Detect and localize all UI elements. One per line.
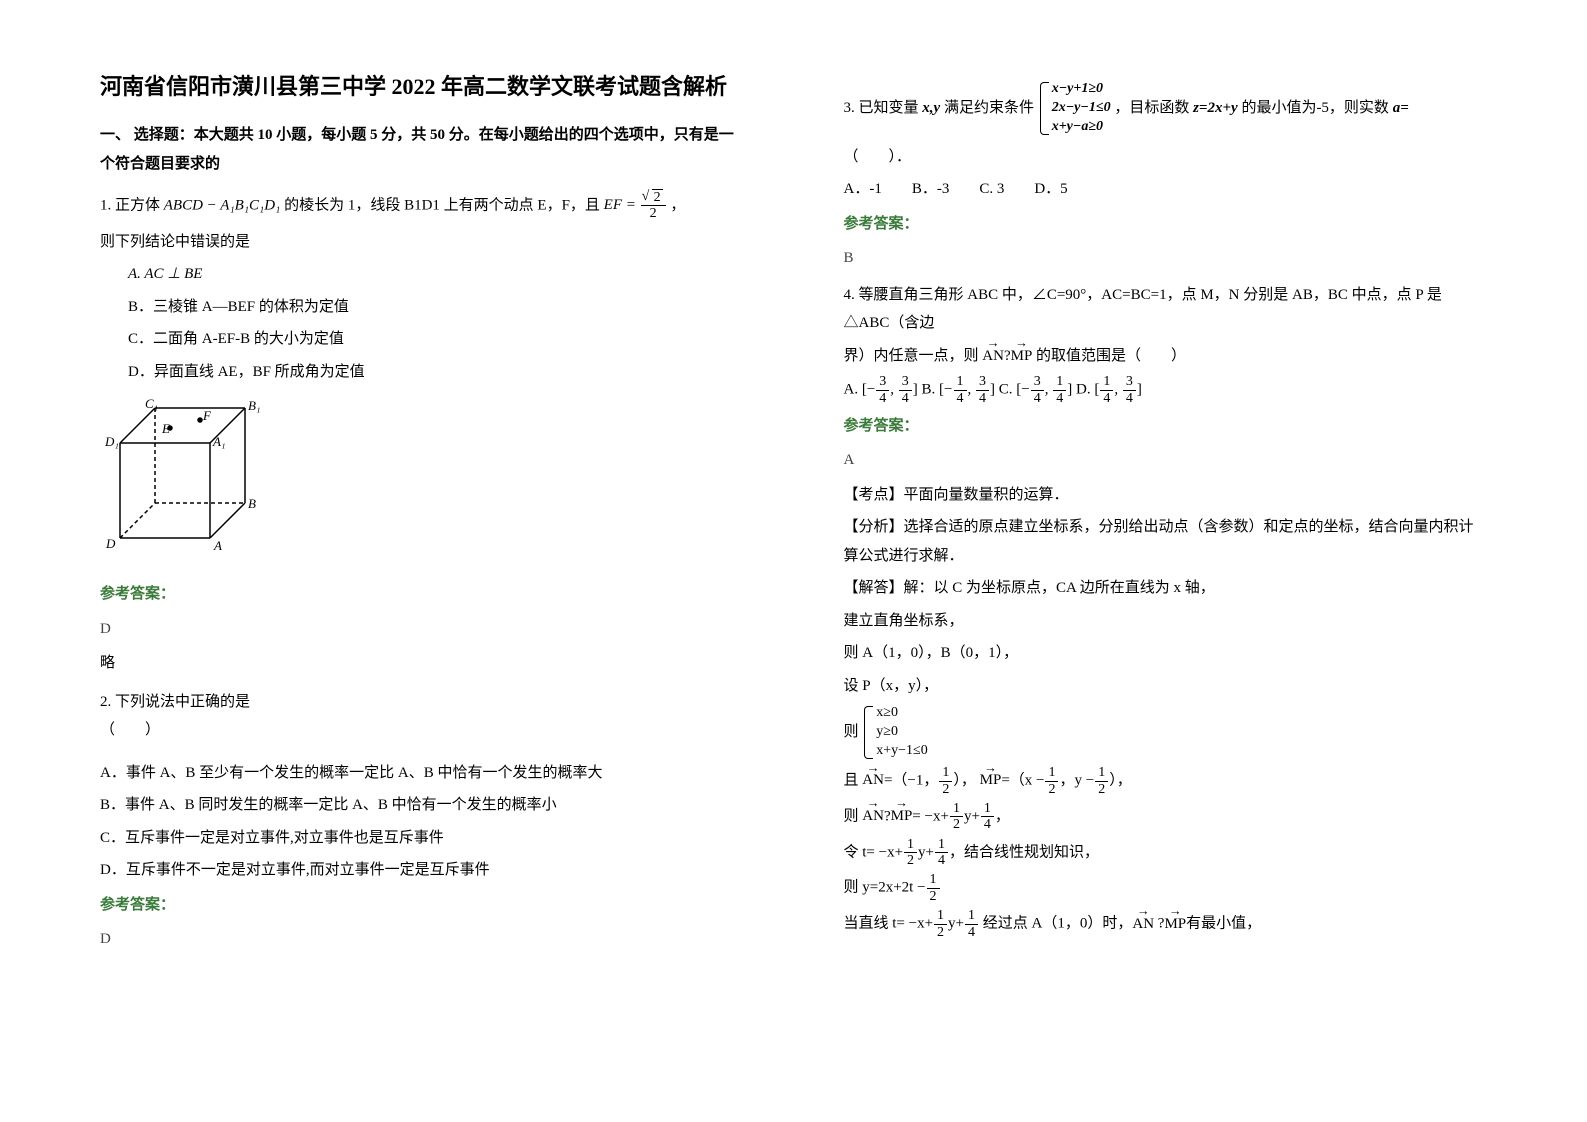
q4-vec-an: AN <box>982 342 1004 371</box>
q2-opt-c: C．互斥事件一定是对立事件,对立事件也是互斥事件 <box>100 824 744 853</box>
q1-answer-label: 参考答案： <box>100 580 744 609</box>
q3-sys-r1: x−y+1≥0 <box>1052 80 1111 99</box>
svg-text:B: B <box>248 496 256 511</box>
q4-kaodian: 【考点】平面向量数量积的运算． <box>844 481 1488 510</box>
q4-an-mp-line: 且 AN=（−1，12）， MP=（x −12，y −12）， <box>844 765 1488 797</box>
page-title: 河南省信阳市潢川县第三中学 2022 年高二数学文联考试题含解析 <box>100 70 744 103</box>
q3-paren: （ ）． <box>844 143 1488 172</box>
q1-opt-d: D．异面直线 AE，BF 所成角为定值 <box>100 358 744 387</box>
q1-cube-figure: C₁ B₁ D₁ A₁ B A D E F <box>100 398 744 568</box>
q3-mid1: 满足约束条件 <box>940 100 1038 116</box>
q1-opt-a: A. AC ⊥ BE <box>100 260 744 289</box>
q4-opt-d-prefix: D. [ <box>1076 382 1099 398</box>
q4-jieda-l2: 建立直角坐标系， <box>844 607 1488 636</box>
q3-prefix: 3. 已知变量 <box>844 100 923 116</box>
q3-aeq: a= <box>1393 100 1409 116</box>
q4-let-t-line: 令 t= −x+12y+14，结合线性规划知识， <box>844 837 1488 869</box>
q4-sys-then: 则 <box>844 724 859 740</box>
q4-answer: A <box>844 446 1488 475</box>
q1-opt-c: C．二面角 A-EF-B 的大小为定值 <box>100 325 744 354</box>
q1-opt-b: B．三棱锥 A—BEF 的体积为定值 <box>100 293 744 322</box>
q4-system-2: x≥0 y≥0 x+y−1≤0 <box>862 704 927 761</box>
q4-fenxi: 【分析】选择合适的原点建立坐标系，分别给出动点（含参数）和定点的坐标，结合向量内… <box>844 513 1488 570</box>
q2-answer: D <box>100 925 744 954</box>
q3-system: x−y+1≥0 2x−y−1≤0 x+y−a≥0 <box>1038 80 1111 137</box>
q3-zeq: z=2x+y <box>1193 100 1238 116</box>
q4-last-line: 当直线 t= −x+12y+14 经过点 A（1，0）时，AN ?MP有最小值， <box>844 908 1488 940</box>
q4-s2-r2: y≥0 <box>876 723 927 742</box>
q4-jieda-l3: 则 A（1，0），B（0，1）， <box>844 639 1488 668</box>
q4-options: A. [−34, 34] B. [−14, 34] C. [−34, 14] D… <box>844 374 1488 406</box>
svg-text:B₁: B₁ <box>248 398 260 413</box>
q4-stem-l1: 4. 等腰直角三角形 ABC 中，∠C=90°，AC=BC=1，点 M，N 分别… <box>844 281 1488 338</box>
section-1-heading: 一、 选择题：本大题共 10 小题，每小题 5 分，共 50 分。在每小题给出的… <box>100 121 744 178</box>
q3-answer: B <box>844 244 1488 273</box>
q3-sys-r3: x+y−a≥0 <box>1052 118 1111 137</box>
q4-l2-suffix: 的取值范围是（ ） <box>1032 348 1186 364</box>
vec-mp: MP <box>980 766 1002 795</box>
q3-options: A．-1 B．-3 C. 3 D．5 <box>844 175 1488 204</box>
q4-vec-mp: MP <box>1011 342 1033 371</box>
svg-text:D₁: D₁ <box>104 434 119 449</box>
q3-xy: x,y <box>922 100 940 116</box>
q1-ef-eq: EF = <box>604 197 636 213</box>
svg-text:E: E <box>161 421 170 436</box>
svg-text:D: D <box>105 536 116 551</box>
q1-ef-frac: 2 2 <box>641 190 666 222</box>
q4-s2-r3: x+y−1≤0 <box>876 742 927 761</box>
q1-stem-mid: 的棱长为 1，线段 B1D1 上有两个动点 E，F，且 <box>280 197 603 213</box>
q4-jieda-l1: 【解答】解：以 C 为坐标原点，CA 边所在直线为 x 轴， <box>844 574 1488 603</box>
q4-opt-b-prefix: B. [− <box>922 382 953 398</box>
right-column: 3. 已知变量 x,y 满足约束条件 x−y+1≥0 2x−y−1≤0 x+y−… <box>794 0 1587 1122</box>
svg-text:F: F <box>202 408 212 423</box>
q2-opt-b: B．事件 A、B 同时发生的概率一定比 A、B 中恰有一个发生的概率小 <box>100 791 744 820</box>
q4-opt-c-prefix: C. [− <box>999 382 1030 398</box>
svg-text:C₁: C₁ <box>145 398 158 411</box>
question-3: 3. 已知变量 x,y 满足约束条件 x−y+1≥0 2x−y−1≤0 x+y−… <box>844 80 1488 137</box>
q1-cube-name: ABCD − A₁B₁C₁D₁ <box>164 197 281 213</box>
q4-stem-l2: 界）内任意一点，则 AN?MP 的取值范围是（ ） <box>844 342 1488 371</box>
question-1: 1. 正方体 ABCD − A₁B₁C₁D₁ 的棱长为 1，线段 B1D1 上有… <box>100 190 744 222</box>
left-column: 河南省信阳市潢川县第三中学 2022 年高二数学文联考试题含解析 一、 选择题：… <box>0 0 794 1122</box>
q4-answer-label: 参考答案： <box>844 412 1488 441</box>
q3-mid3: 的最小值为-5，则实数 <box>1238 100 1393 116</box>
q4-s2-r1: x≥0 <box>876 704 927 723</box>
q4-prod-line: 则 AN?MP= −x+12y+14， <box>844 801 1488 833</box>
q4-opt-a-prefix: A. [− <box>844 382 876 398</box>
cube-svg: C₁ B₁ D₁ A₁ B A D E F <box>100 398 270 568</box>
q4-sys2: 则 x≥0 y≥0 x+y−1≤0 <box>844 704 1488 761</box>
q1-stem-prefix: 1. 正方体 <box>100 197 164 213</box>
question-2-stem: 2. 下列说法中正确的是 （ ） <box>100 688 744 745</box>
q3-mid2: ，目标函数 <box>1114 100 1193 116</box>
q3-answer-label: 参考答案： <box>844 210 1488 239</box>
q1-stem-suffix: ， <box>670 197 685 213</box>
q1-sqrt-num: 2 <box>652 189 663 205</box>
q1-ef-expr: EF = 2 2 <box>604 197 671 213</box>
q2-answer-label: 参考答案： <box>100 891 744 920</box>
q4-l2-prefix: 界）内任意一点，则 <box>844 348 983 364</box>
q2-opt-d: D．互斥事件不一定是对立事件,而对立事件一定是互斥事件 <box>100 856 744 885</box>
svg-text:A₁: A₁ <box>212 434 225 449</box>
q1-ef-den: 2 <box>641 206 666 221</box>
q3-sys-r2: 2x−y−1≤0 <box>1052 99 1111 118</box>
q1-line2: 则下列结论中错误的是 <box>100 228 744 257</box>
q1-note: 略 <box>100 649 744 678</box>
svg-text:A: A <box>213 538 222 553</box>
q4-dot: ? <box>1004 348 1011 364</box>
q1-answer: D <box>100 615 744 644</box>
q2-opt-a: A．事件 A、B 至少有一个发生的概率一定比 A、B 中恰有一个发生的概率大 <box>100 759 744 788</box>
q4-jieda-l4: 设 P（x，y）， <box>844 672 1488 701</box>
